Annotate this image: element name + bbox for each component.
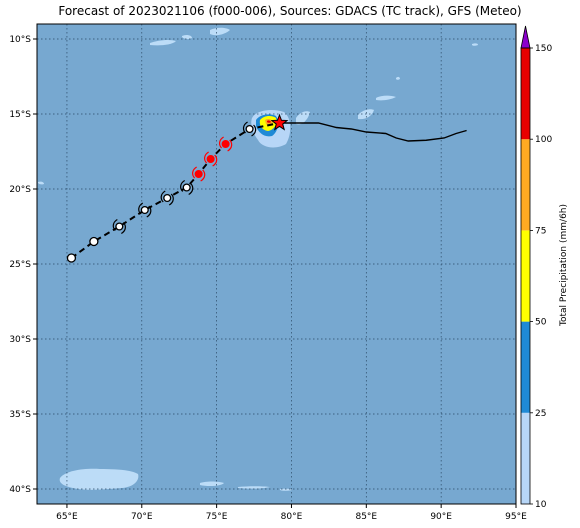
x-tick-label: 75°E — [206, 512, 228, 522]
landmass-layer — [38, 27, 478, 491]
track-marker-storm — [242, 121, 257, 137]
storm-arm — [200, 169, 206, 182]
y-tick-label: 35°S — [9, 410, 31, 420]
track-dot — [66, 253, 77, 263]
storm-arm — [168, 193, 174, 206]
forecast-track-line — [279, 122, 467, 142]
track-marker-cyclone — [219, 136, 233, 152]
track-dot — [194, 169, 203, 179]
x-tick-label: 95°E — [505, 512, 527, 522]
colorbar-tick-label: 25 — [535, 409, 546, 419]
gridlines — [37, 24, 516, 504]
track-marker-storm — [160, 190, 174, 206]
colorbar-tick-label: 100 — [535, 135, 552, 145]
island-north-2 — [182, 34, 192, 40]
storm-arm — [112, 218, 118, 231]
colorbar-tick-label: 150 — [535, 44, 552, 54]
x-tick-label: 80°E — [281, 512, 303, 522]
track-marker-storm — [112, 218, 126, 235]
track-marker-storm — [138, 202, 152, 218]
storm-arm — [204, 151, 209, 164]
colorbar: 10 25 50 75 100 150 — [520, 25, 552, 510]
x-tick-label: 70°E — [131, 512, 153, 522]
track-marker-cyclone — [192, 166, 206, 182]
island-near-storm — [296, 111, 310, 125]
track-dot — [182, 183, 191, 192]
colorbar-segment — [521, 230, 530, 322]
track-dot — [206, 154, 215, 164]
ocean-background — [37, 24, 516, 504]
precip-band-red — [267, 120, 271, 123]
track-dot — [140, 205, 149, 215]
colorbar-tick-label: 75 — [535, 226, 546, 236]
y-tick-label: 10°S — [9, 35, 31, 45]
track-marker-storm — [180, 179, 194, 196]
island-south-large — [59, 468, 139, 490]
y-tick-label: 30°S — [9, 335, 31, 345]
track-marker-depression — [66, 253, 77, 263]
track-markers — [66, 121, 257, 263]
track-marker-depression — [89, 236, 99, 247]
colorbar-segment — [521, 48, 530, 140]
storm-arm — [192, 166, 198, 179]
x-tick-label: 85°E — [355, 512, 377, 522]
colorbar-tick-label: 10 — [535, 500, 547, 510]
island-east-2 — [376, 95, 396, 101]
colorbar-segment — [521, 412, 530, 504]
colorbar-segment — [521, 321, 530, 413]
storm-arm — [251, 124, 257, 137]
storm-arm — [138, 202, 144, 215]
track-dot — [89, 236, 99, 247]
storm-arm — [180, 179, 186, 192]
current-position-star — [270, 113, 289, 131]
storm-arm — [146, 205, 152, 218]
y-tick-label: 25°S — [9, 260, 31, 270]
y-tick-label: 40°S — [9, 485, 31, 495]
colorbar-frame — [520, 47, 531, 505]
colorbar-label: Total Precipitation (mm/6h) — [559, 204, 569, 327]
island-north-1 — [150, 39, 176, 46]
storm-arm — [242, 121, 248, 134]
map-title: Forecast of 2023021106 (f000-006), Sourc… — [58, 4, 522, 18]
track-dot — [115, 222, 124, 231]
colorbar-segment — [521, 139, 530, 231]
island-north-3 — [210, 27, 230, 36]
y-tick-label: 20°S — [9, 185, 31, 195]
y-tick-label: 15°S — [9, 110, 31, 120]
storm-arm — [160, 190, 166, 203]
island-south-sliver — [238, 486, 270, 489]
axis-ticks: 65°E 70°E 75°E 80°E 85°E 90°E 95°E 10°S 15°S 20°S… — [9, 35, 527, 522]
track-dot — [221, 139, 230, 149]
colorbar-tick-label: 50 — [535, 318, 547, 328]
island-south-small — [200, 481, 224, 487]
storm-arm — [188, 183, 194, 196]
x-tick-label: 90°E — [430, 512, 452, 522]
island-east-4 — [472, 43, 478, 46]
island-west-dot — [38, 181, 44, 185]
storm-arm — [212, 154, 218, 167]
storm-arm — [219, 136, 224, 149]
storm-arm — [227, 139, 233, 152]
track-marker-cyclone — [204, 151, 218, 167]
colorbar-extend-arrow — [520, 25, 531, 49]
x-tick-label: 65°E — [56, 512, 78, 522]
island-east-3 — [396, 76, 400, 80]
track-dot — [245, 124, 254, 134]
track-dot — [163, 193, 172, 203]
storm-arm — [120, 222, 126, 235]
